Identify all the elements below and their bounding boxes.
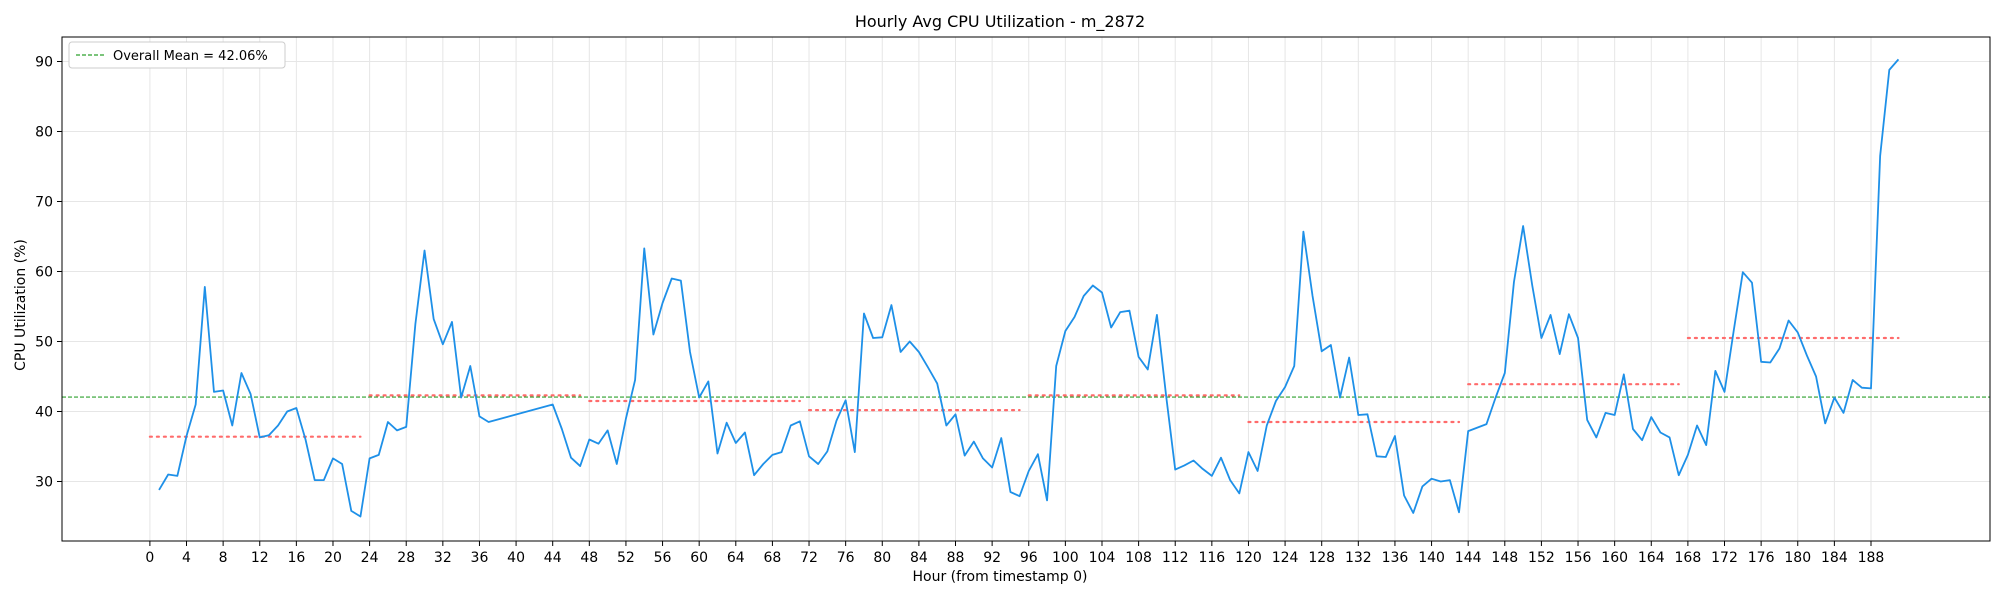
x-tick-label: 68 <box>763 550 781 566</box>
y-tick-label: 30 <box>35 475 53 491</box>
x-tick-label: 188 <box>1858 550 1885 566</box>
x-axis-title: Hour (from timestamp 0) <box>913 569 1088 585</box>
x-tick-label: 140 <box>1418 550 1445 566</box>
legend-box <box>68 41 286 69</box>
y-axis-title: CPU Utilization (%) <box>13 239 29 371</box>
x-tick-label: 16 <box>287 550 305 566</box>
series-layer <box>158 58 1900 518</box>
x-tick-label: 160 <box>1601 550 1628 566</box>
x-tick-label: 72 <box>800 550 818 566</box>
x-tick-label: 168 <box>1675 550 1702 566</box>
x-tick-label: 56 <box>654 550 672 566</box>
x-tick-label: 172 <box>1711 550 1738 566</box>
x-tick-label: 64 <box>727 550 745 566</box>
legend: Overall Mean = 42.06% <box>68 41 286 69</box>
x-tick-label: 0 <box>145 550 154 566</box>
x-tick-label: 92 <box>983 550 1001 566</box>
x-axis-ticks: 0 4 8 12 16 20 24 28 32 36 40 44 48 52 56 60 64 68 72 76 80 8… <box>145 541 1884 566</box>
y-tick-label: 60 <box>35 265 53 281</box>
x-tick-label: 88 <box>947 550 965 566</box>
x-tick-label: 36 <box>471 550 489 566</box>
x-tick-label: 156 <box>1565 550 1592 566</box>
x-tick-label: 8 <box>219 550 228 566</box>
x-tick-label: 108 <box>1125 550 1152 566</box>
x-tick-label: 40 <box>507 550 525 566</box>
x-tick-label: 176 <box>1748 550 1775 566</box>
x-tick-label: 12 <box>251 550 269 566</box>
x-tick-label: 52 <box>617 550 635 566</box>
y-tick-label: 70 <box>35 195 53 211</box>
daily-mean-lines <box>148 336 1900 438</box>
x-tick-label: 116 <box>1198 550 1225 566</box>
x-tick-label: 4 <box>182 550 191 566</box>
plot-frame <box>61 36 1991 542</box>
x-tick-label: 24 <box>361 550 379 566</box>
x-tick-label: 28 <box>397 550 415 566</box>
x-tick-label: 96 <box>1020 550 1038 566</box>
x-tick-label: 184 <box>1821 550 1848 566</box>
legend-mean-label: Overall Mean = 42.06% <box>113 49 268 64</box>
x-tick-label: 20 <box>324 550 342 566</box>
y-tick-label: 80 <box>35 125 53 141</box>
x-tick-label: 44 <box>544 550 562 566</box>
x-tick-label: 164 <box>1638 550 1665 566</box>
y-tick-label: 50 <box>35 335 53 351</box>
y-tick-label: 40 <box>35 405 53 421</box>
x-tick-label: 136 <box>1382 550 1409 566</box>
x-tick-label: 144 <box>1455 550 1482 566</box>
x-tick-label: 148 <box>1491 550 1518 566</box>
y-tick-label: 90 <box>35 55 53 71</box>
x-tick-label: 124 <box>1272 550 1299 566</box>
x-tick-label: 120 <box>1235 550 1262 566</box>
x-tick-label: 104 <box>1089 550 1116 566</box>
chart-title: Hourly Avg CPU Utilization - m_2872 <box>855 12 1145 32</box>
y-axis-ticks: 30 40 50 60 70 80 90 <box>35 55 62 491</box>
x-tick-label: 76 <box>837 550 855 566</box>
x-tick-label: 84 <box>910 550 928 566</box>
cpu-series-line <box>158 58 1900 518</box>
x-tick-label: 180 <box>1784 550 1811 566</box>
x-tick-label: 80 <box>873 550 891 566</box>
x-tick-label: 152 <box>1528 550 1555 566</box>
x-tick-label: 48 <box>580 550 598 566</box>
grid <box>62 37 1990 541</box>
x-tick-label: 112 <box>1162 550 1189 566</box>
x-tick-label: 132 <box>1345 550 1372 566</box>
x-tick-label: 60 <box>690 550 708 566</box>
x-tick-label: 32 <box>434 550 452 566</box>
x-tick-label: 128 <box>1308 550 1335 566</box>
x-tick-label: 100 <box>1052 550 1079 566</box>
